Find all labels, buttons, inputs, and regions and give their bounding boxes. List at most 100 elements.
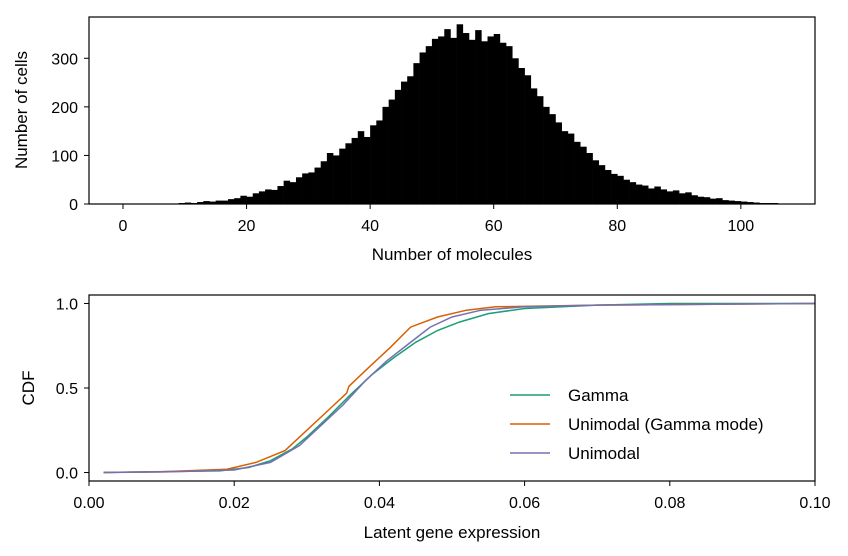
histogram-bar bbox=[672, 190, 680, 204]
histogram-bar bbox=[543, 106, 550, 204]
x-tick-label: 20 bbox=[238, 218, 256, 235]
histogram-bar bbox=[431, 38, 439, 204]
histogram-bar bbox=[326, 153, 334, 204]
histogram-bar bbox=[481, 41, 488, 205]
histogram-bar bbox=[314, 167, 322, 204]
histogram-bar bbox=[320, 161, 328, 204]
cdf-line-unimodal bbox=[103, 302, 816, 474]
histogram-bar bbox=[462, 33, 470, 205]
histogram-bar bbox=[221, 200, 229, 204]
histogram-bar bbox=[339, 148, 346, 204]
histogram-bar bbox=[604, 170, 612, 204]
histogram-bar bbox=[376, 120, 383, 204]
histogram-bar bbox=[753, 202, 760, 204]
histogram-bar bbox=[345, 143, 352, 204]
histogram-bar bbox=[660, 189, 668, 204]
cdf-y-ticks: 0.0 0.5 1.0 bbox=[56, 296, 89, 483]
histogram-bar bbox=[555, 122, 562, 204]
histogram-bar bbox=[388, 99, 396, 204]
histogram-bar bbox=[611, 173, 618, 204]
histogram-bar bbox=[450, 37, 457, 205]
cdf-axes-frame bbox=[88, 294, 816, 482]
x-tick-label: 0.10 bbox=[799, 495, 830, 512]
histogram-bar bbox=[567, 133, 575, 204]
histogram-axes-frame bbox=[88, 16, 816, 205]
histogram-bar bbox=[363, 136, 371, 204]
histogram-bar bbox=[747, 202, 754, 204]
y-tick-label: 300 bbox=[51, 51, 78, 68]
histogram-bar bbox=[234, 198, 241, 204]
histogram-bar bbox=[265, 189, 272, 204]
histogram-bar bbox=[561, 131, 569, 204]
histogram-bar bbox=[635, 184, 643, 204]
x-tick-label: 0.06 bbox=[509, 495, 540, 512]
cdf-line-unimodal-gamma-mode bbox=[103, 302, 816, 474]
histogram-bar bbox=[654, 186, 661, 204]
histogram-bar bbox=[197, 202, 204, 204]
histogram-bar bbox=[357, 131, 365, 204]
histogram-bar bbox=[240, 195, 247, 204]
histogram-bar bbox=[438, 36, 445, 204]
histogram-bar bbox=[370, 125, 377, 204]
histogram-bar bbox=[574, 141, 581, 204]
histogram-bar bbox=[258, 191, 266, 204]
cdf-lines bbox=[103, 302, 816, 474]
histogram-bar bbox=[709, 198, 717, 204]
x-tick-label: 0 bbox=[119, 218, 128, 235]
histogram-bar bbox=[598, 165, 606, 204]
histogram-bar bbox=[740, 201, 748, 204]
histogram-bar bbox=[586, 153, 593, 204]
x-tick-label: 0.02 bbox=[219, 495, 250, 512]
histogram-bar bbox=[184, 202, 192, 204]
histogram-bar bbox=[617, 175, 624, 204]
histogram-bar bbox=[623, 179, 630, 204]
histogram-bar bbox=[493, 34, 501, 204]
histogram-bar bbox=[444, 29, 451, 205]
histogram-bar bbox=[271, 189, 278, 204]
histogram-bar bbox=[506, 46, 513, 205]
histogram-bar bbox=[685, 192, 692, 204]
histogram-bar bbox=[419, 52, 427, 205]
y-tick-label: 1.0 bbox=[56, 296, 78, 313]
histogram-bar bbox=[580, 146, 587, 204]
histogram-bar bbox=[209, 201, 216, 204]
y-tick-label: 0.0 bbox=[56, 466, 78, 483]
y-tick-label: 0.5 bbox=[56, 381, 78, 398]
histogram-x-label: Number of molecules bbox=[372, 245, 533, 264]
histogram-bar bbox=[530, 88, 538, 204]
histogram-bar bbox=[401, 81, 408, 204]
cdf-legend: Gamma Unimodal (Gamma mode) Unimodal bbox=[510, 386, 764, 463]
histogram-bar bbox=[512, 58, 519, 205]
histogram-bar bbox=[592, 160, 600, 204]
histogram-bar bbox=[308, 172, 315, 204]
histogram-bar bbox=[413, 63, 420, 205]
histogram-bar bbox=[394, 89, 402, 204]
x-tick-label: 100 bbox=[728, 218, 755, 235]
legend-label: Unimodal (Gamma mode) bbox=[568, 415, 764, 434]
cdf-y-label: CDF bbox=[19, 371, 38, 406]
histogram-bar bbox=[228, 199, 235, 204]
histogram-bar bbox=[333, 155, 340, 204]
histogram-bar bbox=[302, 173, 309, 204]
cdf-chart: 0.00 0.02 0.04 0.06 0.08 0.10 0.0 0.5 1.0 Laten… bbox=[19, 294, 831, 542]
y-tick-label: 0 bbox=[69, 197, 78, 214]
histogram-bar bbox=[716, 198, 723, 204]
histogram-bar bbox=[407, 76, 414, 204]
histogram-chart: 0 20 40 60 80 100 0 100 200 300 Number of molecu… bbox=[12, 16, 816, 264]
x-tick-label: 60 bbox=[485, 218, 503, 235]
x-tick-label: 80 bbox=[608, 218, 626, 235]
histogram-bars bbox=[178, 24, 797, 205]
histogram-x-ticks: 0 20 40 60 80 100 bbox=[119, 204, 755, 235]
histogram-bar bbox=[641, 185, 649, 204]
x-tick-label: 0.00 bbox=[73, 495, 104, 512]
histogram-bar bbox=[289, 182, 297, 204]
histogram-bar bbox=[295, 177, 303, 204]
histogram-bar bbox=[351, 137, 359, 204]
histogram-bar bbox=[499, 42, 507, 204]
histogram-bar bbox=[679, 193, 686, 204]
histogram-bar bbox=[703, 197, 711, 204]
histogram-bar bbox=[518, 68, 525, 204]
histogram-bar bbox=[456, 24, 464, 204]
x-tick-label: 0.04 bbox=[364, 495, 395, 512]
